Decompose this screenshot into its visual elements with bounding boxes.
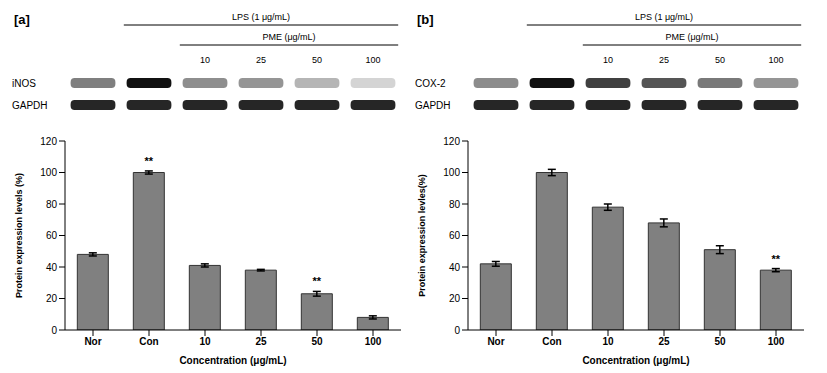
- svg-text:**: **: [313, 275, 322, 287]
- svg-text:Nor: Nor: [84, 336, 101, 347]
- svg-text:COX-2: COX-2: [415, 78, 446, 89]
- svg-text:**: **: [145, 155, 154, 167]
- svg-text:PME (μg/mL): PME (μg/mL): [262, 32, 315, 42]
- svg-text:iNOS: iNOS: [12, 78, 36, 89]
- svg-text:GAPDH: GAPDH: [415, 100, 451, 111]
- svg-text:40: 40: [46, 262, 58, 273]
- svg-text:10: 10: [200, 55, 210, 65]
- svg-text:0: 0: [51, 325, 57, 336]
- svg-text:[b]: [b]: [417, 12, 434, 27]
- svg-text:25: 25: [659, 55, 669, 65]
- svg-text:10: 10: [603, 55, 613, 65]
- svg-text:100: 100: [40, 167, 57, 178]
- svg-text:0: 0: [454, 325, 460, 336]
- svg-text:Con: Con: [542, 336, 561, 347]
- svg-text:120: 120: [443, 136, 460, 147]
- svg-text:80: 80: [449, 199, 461, 210]
- svg-text:Con: Con: [139, 336, 158, 347]
- svg-text:100: 100: [365, 336, 382, 347]
- svg-text:50: 50: [715, 55, 725, 65]
- svg-text:60: 60: [449, 230, 461, 241]
- svg-text:20: 20: [449, 293, 461, 304]
- svg-text:100: 100: [768, 336, 785, 347]
- svg-text:80: 80: [46, 199, 58, 210]
- svg-text:20: 20: [46, 293, 58, 304]
- svg-text:50: 50: [311, 336, 323, 347]
- svg-text:Protein expression levels (%): Protein expression levels (%): [14, 173, 24, 298]
- svg-text:**: **: [772, 253, 781, 265]
- svg-text:25: 25: [658, 336, 670, 347]
- svg-text:40: 40: [449, 262, 461, 273]
- svg-text:LPS (1 μg/mL): LPS (1 μg/mL): [232, 12, 290, 22]
- svg-text:Concentration (μg/mL): Concentration (μg/mL): [179, 355, 286, 366]
- svg-text:25: 25: [256, 55, 266, 65]
- svg-text:50: 50: [312, 55, 322, 65]
- svg-text:10: 10: [602, 336, 614, 347]
- svg-text:25: 25: [255, 336, 267, 347]
- svg-text:120: 120: [40, 136, 57, 147]
- svg-text:Nor: Nor: [487, 336, 504, 347]
- svg-text:Protein expression levles(%): Protein expression levles(%): [417, 174, 427, 297]
- svg-text:GAPDH: GAPDH: [12, 100, 48, 111]
- svg-text:Concentration (μg/mL): Concentration (μg/mL): [582, 355, 689, 366]
- svg-text:100: 100: [443, 167, 460, 178]
- svg-text:PME (μg/mL): PME (μg/mL): [665, 32, 718, 42]
- svg-text:[a]: [a]: [14, 12, 30, 27]
- svg-text:10: 10: [199, 336, 211, 347]
- svg-text:LPS (1 μg/mL): LPS (1 μg/mL): [635, 12, 693, 22]
- svg-text:50: 50: [714, 336, 726, 347]
- svg-text:100: 100: [768, 55, 783, 65]
- svg-text:100: 100: [365, 55, 380, 65]
- svg-text:60: 60: [46, 230, 58, 241]
